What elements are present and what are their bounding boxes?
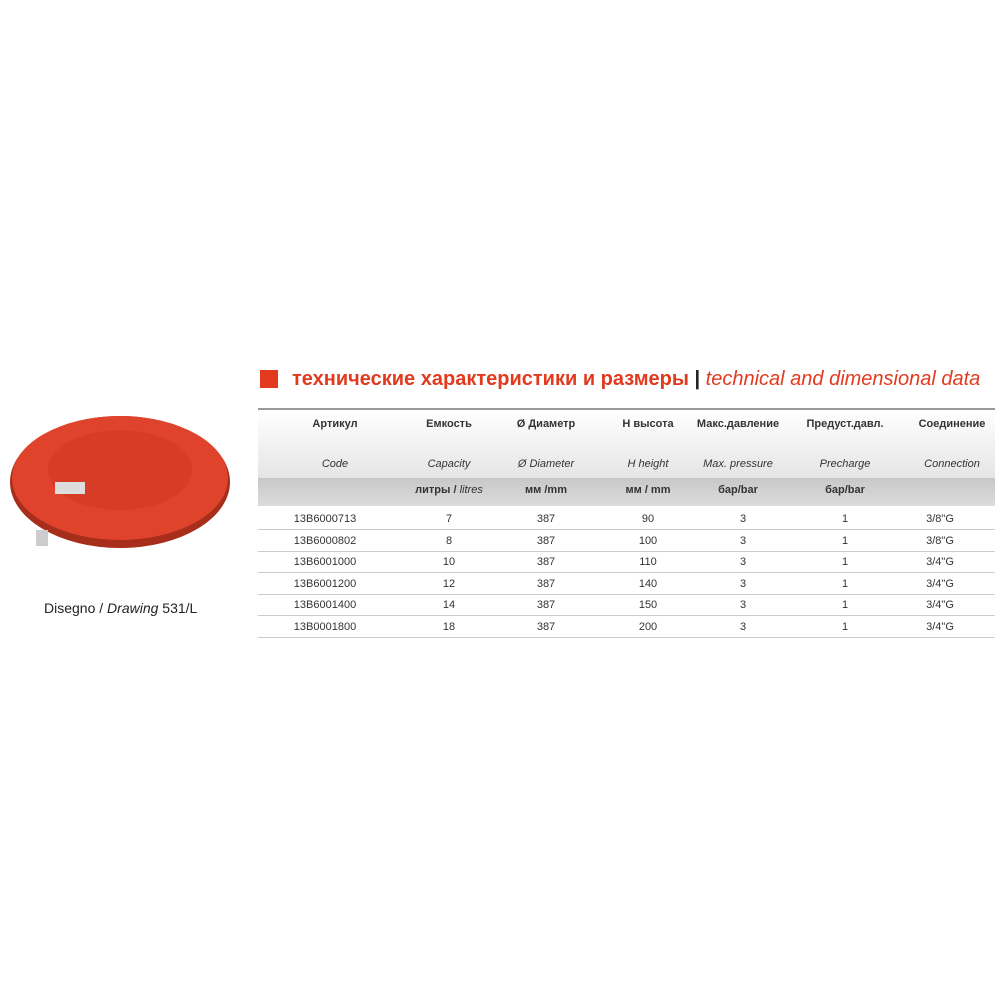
cell: 13B6001000 xyxy=(293,556,357,568)
cell: 13B6000713 xyxy=(293,513,357,525)
cell: 13B6001400 xyxy=(293,599,357,611)
header-en: Max. pressure xyxy=(703,458,773,470)
units-band xyxy=(258,478,995,506)
cell: 1 xyxy=(841,556,849,568)
cell: 387 xyxy=(536,513,556,525)
title-en: technical and dimensional data xyxy=(705,368,981,390)
cell: 1 xyxy=(841,534,849,547)
header-band xyxy=(258,408,995,480)
cell: 3/4"G xyxy=(926,577,954,590)
row-line xyxy=(258,636,995,638)
caption-italic: Drawing xyxy=(107,600,159,616)
cell: 18 xyxy=(442,620,456,633)
cell: 387 xyxy=(536,534,556,547)
cell: 14 xyxy=(442,599,456,611)
row-line xyxy=(258,550,995,552)
title: технические характеристики и размеры | t… xyxy=(292,368,981,390)
cell: 10 xyxy=(442,556,456,568)
header-en: Connection xyxy=(924,458,980,470)
unit: литры / litres xyxy=(415,484,483,496)
title-ru: технические характеристики и размеры xyxy=(292,368,689,390)
cell: 1 xyxy=(841,513,849,525)
header-ru: Емкость xyxy=(426,418,472,430)
row-line xyxy=(258,572,995,573)
cell: 13B6001200 xyxy=(293,577,357,590)
cell: 1 xyxy=(841,620,849,633)
header-en: Precharge xyxy=(819,458,871,470)
row-line xyxy=(258,593,995,595)
unit-italic: litres xyxy=(456,484,483,496)
cell: 100 xyxy=(638,534,658,547)
header-ru: Ø Диаметр xyxy=(516,418,576,430)
cell: 13B0001800 xyxy=(293,620,357,633)
unit: бар/bar xyxy=(825,484,865,496)
title-marker xyxy=(260,370,278,388)
cell: 3/8"G xyxy=(926,534,954,547)
header-en: Capacity xyxy=(427,458,471,470)
cell: 110 xyxy=(639,556,657,568)
cell: 12 xyxy=(442,577,456,590)
header-en: Code xyxy=(321,458,349,470)
header-en: Ø Diameter xyxy=(517,458,575,470)
cell: 387 xyxy=(536,577,556,590)
cell: 1 xyxy=(841,577,849,590)
cell: 1 xyxy=(841,599,849,611)
cell: 3/4"G xyxy=(926,599,954,611)
cell: 90 xyxy=(641,513,655,525)
row-line xyxy=(258,615,995,616)
cell: 3 xyxy=(739,556,747,568)
cell: 150 xyxy=(638,599,658,611)
cell: 387 xyxy=(536,620,556,633)
cell: 387 xyxy=(536,556,556,568)
header-ru: Соединение xyxy=(918,418,986,430)
cell: 3/4"G xyxy=(926,620,954,633)
header-ru: Артикул xyxy=(312,418,358,430)
product-image xyxy=(10,416,230,548)
cell: 140 xyxy=(638,577,658,590)
unit-bold: литры / xyxy=(415,484,457,496)
caption-suffix: 531/L xyxy=(162,600,198,616)
cell: 8 xyxy=(445,534,453,547)
caption-prefix: Disegno / xyxy=(44,600,104,616)
cell: 387 xyxy=(536,599,556,611)
cell: 3/4"G xyxy=(926,556,954,568)
cell: 13B6000802 xyxy=(293,534,357,547)
unit: мм / mm xyxy=(625,484,671,496)
cell: 3 xyxy=(739,599,747,611)
drawing-caption: Disegno / Drawing 531/L xyxy=(44,600,197,616)
cell: 3 xyxy=(739,513,747,525)
unit: бар/bar xyxy=(718,484,758,496)
cell: 3 xyxy=(739,577,747,590)
header-ru: Предуст.давл. xyxy=(806,418,884,430)
header-ru: H высота xyxy=(622,418,674,430)
cell: 200 xyxy=(638,620,658,633)
cell: 7 xyxy=(445,513,453,525)
header-en: H height xyxy=(627,458,669,470)
cell: 3 xyxy=(739,620,747,633)
cell: 3 xyxy=(739,534,747,547)
header-ru: Макс.давление xyxy=(696,418,780,430)
cell: 3/8"G xyxy=(926,513,954,525)
unit: мм /mm xyxy=(525,484,567,496)
row-line xyxy=(258,529,995,530)
